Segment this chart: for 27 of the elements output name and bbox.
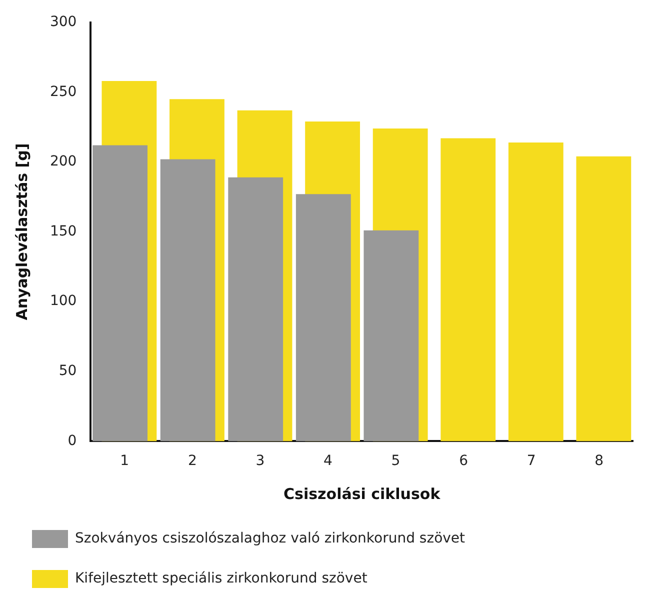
bar [160,159,216,442]
x-tick-label: 3 [256,453,265,470]
y-tick-label: 50 [58,363,77,380]
x-tick-label: 2 [188,453,197,470]
legend-label: Szokványos csiszolószalaghoz való zirkonkorund szövet [75,530,466,547]
y-tick-label: 0 [68,432,77,449]
y-tick-label: 200 [50,154,77,170]
y-tick-label: 300 [50,14,77,30]
y-tick-label: 100 [50,293,77,310]
y-axis-title: Anyagleválasztás [g] [12,143,31,320]
x-tick-label: 4 [324,453,333,470]
x-tick-label: 6 [459,453,468,470]
bar [296,194,351,442]
bar [364,230,419,442]
x-tick-label: 7 [526,453,536,470]
bar [508,142,564,442]
bar [228,177,284,442]
x-tick-label: 1 [120,453,130,470]
bar [576,156,632,442]
x-tick-label: 5 [391,453,400,470]
y-tick-label: 150 [50,223,77,240]
bar [92,145,148,442]
x-tick-label: 8 [594,453,604,470]
legend-label: Kifejlesztett speciális zirkonkorund szövet [75,570,368,587]
x-axis-title: Csiszolási ciklusok [284,484,442,503]
bar [440,138,496,442]
y-tick-label: 250 [50,84,77,100]
